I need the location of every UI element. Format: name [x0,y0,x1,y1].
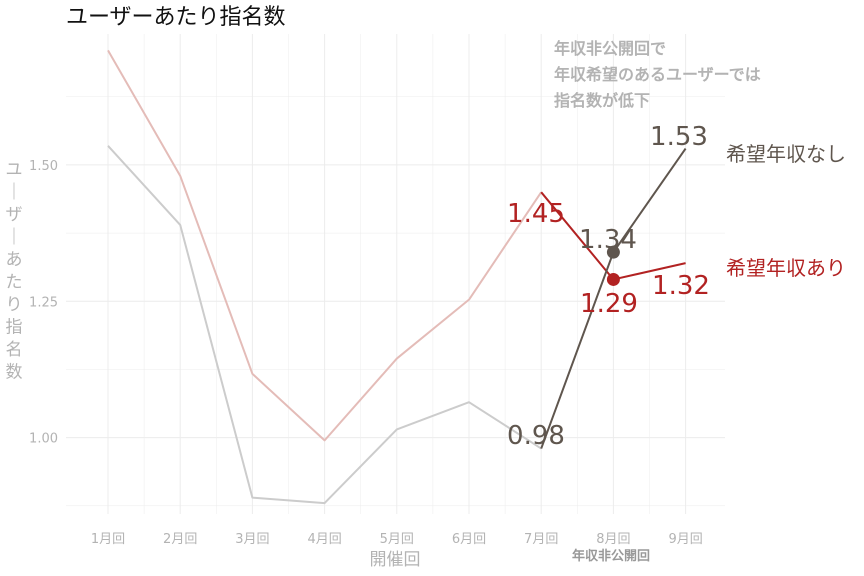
x-tick-label: 4月回 [307,532,341,547]
y-axis-title: ユ｜ザ｜あたり指名数 [6,160,23,383]
series-label-with-salary: 希望年収あり [726,256,846,280]
series-layer [107,49,687,505]
x-tick-label: 5月回 [380,532,414,547]
value-label-without-8: 1.34 [579,225,637,255]
x-tick-label: 2月回 [163,532,197,547]
x-tick-label: 7月回 [524,532,558,547]
point-with-salary-8 [606,272,620,286]
value-label-without-9: 1.53 [650,122,708,152]
value-label-without-7: 0.98 [507,421,565,451]
y-tick-label: 1.00 [29,432,58,447]
y-tick-label: 1.25 [29,295,58,310]
x-tick-label: 3月回 [235,532,269,547]
series-line-with-salary-early [107,49,543,442]
series-line-without-salary-early [107,145,542,505]
annotation-note: 年収非公開回で 年収希望のあるユーザーでは 指名数が低下 [554,39,761,110]
series-label-without-salary: 希望年収なし [726,142,846,166]
grid [66,34,725,514]
value-label-with-9: 1.32 [652,271,710,301]
x-tick-label: 9月回 [668,532,702,547]
y-tick-label: 1.50 [29,159,58,174]
y-tick-labels: 1.00 1.25 1.50 [29,159,58,447]
x-tick-labels: 1月回 2月回 3月回 4月回 5月回 6月回 7月回 8月回 9月回 [91,532,703,547]
hidden-salary-rounds-label: 年収非公開回 [572,548,650,564]
x-tick-label: 1月回 [91,532,125,547]
x-tick-label: 6月回 [452,532,486,547]
note-line-2: 年収希望のあるユーザーでは [554,65,761,84]
note-line-3: 指名数が低下 [554,91,650,110]
point-without-salary-8 [606,245,620,259]
value-label-with-8: 1.29 [580,289,638,319]
value-label-with-7: 1.45 [507,199,565,229]
x-axis-title: 開催回 [370,550,421,570]
x-tick-label: 8月回 [596,532,630,547]
chart-title: ユーザーあたり指名数 [66,5,286,30]
note-line-1: 年収非公開回で [554,39,666,58]
